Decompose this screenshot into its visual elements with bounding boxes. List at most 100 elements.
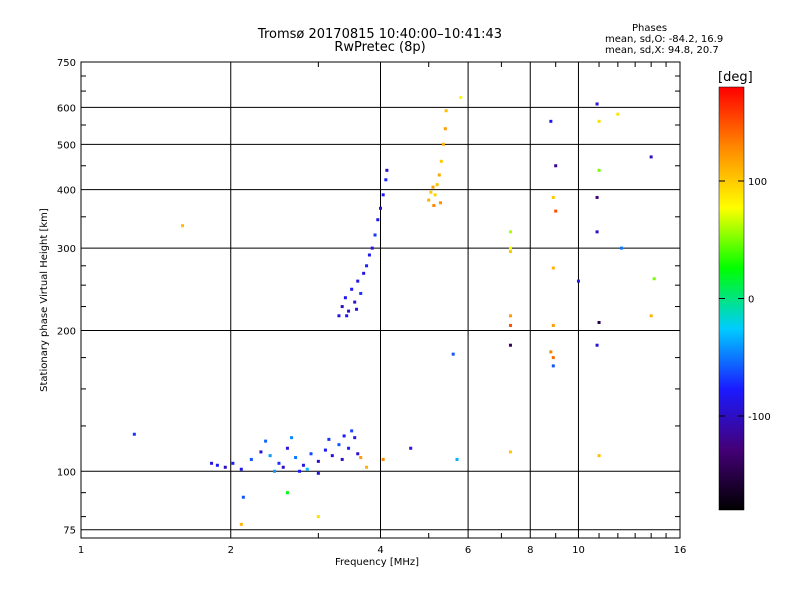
- data-point: [595, 195, 599, 199]
- colorbar-ticks: 100 0 -100: [719, 177, 771, 423]
- data-point: [649, 314, 653, 318]
- data-point: [210, 461, 214, 465]
- data-point: [259, 450, 263, 454]
- data-point: [231, 461, 235, 465]
- y-tick-label: 600: [57, 103, 76, 114]
- y-tick-label: 100: [57, 467, 76, 478]
- data-point: [290, 436, 294, 440]
- data-point: [373, 233, 377, 237]
- data-point: [343, 296, 347, 300]
- data-point: [337, 443, 341, 447]
- data-point: [376, 218, 380, 222]
- data-point: [345, 314, 349, 318]
- data-point: [554, 209, 558, 213]
- data-point: [549, 350, 553, 354]
- data-point: [437, 173, 441, 177]
- data-point: [337, 314, 341, 318]
- data-point: [381, 193, 385, 197]
- data-point: [327, 437, 331, 441]
- data-point: [342, 434, 346, 438]
- colorbar-tick-label: 0: [748, 295, 754, 306]
- data-point: [181, 224, 185, 228]
- data-point: [353, 300, 357, 304]
- data-point: [285, 446, 289, 450]
- data-point: [551, 195, 555, 199]
- data-point: [597, 119, 601, 123]
- data-point: [508, 250, 512, 254]
- data-point: [365, 465, 369, 469]
- x-tick-label: 2: [228, 545, 234, 556]
- data-point: [549, 119, 553, 123]
- data-point: [381, 457, 385, 461]
- data-point: [132, 432, 136, 436]
- x-axis-label: Frequency [MHz]: [335, 557, 420, 568]
- y-tick-label: 500: [57, 140, 76, 151]
- data-point: [340, 457, 344, 461]
- data-point: [367, 253, 371, 257]
- y-axis-label: Stationary phase Virtual Height [km]: [39, 208, 50, 392]
- data-point: [554, 164, 558, 168]
- colorbar-label: [deg]: [718, 70, 753, 85]
- data-point: [359, 456, 363, 460]
- data-point: [433, 193, 437, 197]
- data-point: [268, 454, 272, 458]
- data-point: [370, 246, 374, 250]
- chart-title-line1: Tromsø 20170815 10:40:00–10:41:43: [257, 27, 503, 42]
- x-tick-label: 10: [572, 545, 585, 556]
- data-point: [649, 155, 653, 159]
- data-point: [355, 307, 359, 311]
- data-point: [451, 352, 455, 356]
- phase-stats-x: mean, sd,X: 94.8, 20.7: [605, 45, 719, 56]
- data-point: [551, 356, 555, 360]
- data-point: [239, 522, 243, 526]
- data-point: [384, 178, 388, 182]
- data-point: [353, 436, 357, 440]
- data-point: [316, 471, 320, 475]
- x-tick-label: 1: [78, 545, 84, 556]
- data-point: [432, 204, 436, 208]
- data-point: [323, 448, 327, 452]
- data-point: [652, 277, 656, 281]
- data-point: [435, 183, 439, 187]
- data-point: [427, 198, 431, 202]
- data-point: [595, 230, 599, 234]
- data-point: [619, 246, 623, 250]
- chart-title-line2: RwPretec (8p): [334, 40, 426, 55]
- data-point: [316, 515, 320, 519]
- data-point: [362, 271, 366, 275]
- data-point: [350, 287, 354, 291]
- data-point: [356, 452, 360, 456]
- data-point: [223, 465, 227, 469]
- data-point: [597, 321, 601, 325]
- colorbar-tick-label: 100: [748, 177, 767, 188]
- data-point: [301, 463, 305, 467]
- data-point: [551, 323, 555, 327]
- data-point: [281, 465, 285, 469]
- data-point: [576, 279, 580, 283]
- data-point: [431, 185, 435, 189]
- data-point: [508, 314, 512, 318]
- phase-stats-o: mean, sd,O: -84.2, 16.9: [605, 34, 724, 45]
- y-tick-label: 200: [57, 326, 76, 337]
- y-tick-label: 750: [57, 58, 76, 69]
- data-point: [508, 230, 512, 234]
- data-point: [305, 467, 309, 471]
- x-tick-label: 6: [465, 545, 471, 556]
- data-point: [455, 457, 459, 461]
- data-point: [365, 264, 369, 268]
- data-point: [443, 127, 447, 131]
- y-tick-label: 400: [57, 186, 76, 197]
- data-point: [616, 112, 620, 116]
- data-point: [508, 450, 512, 454]
- data-point: [347, 309, 351, 313]
- data-point: [249, 457, 253, 461]
- x-tick-label: 4: [377, 545, 383, 556]
- data-point: [350, 429, 354, 433]
- data-point: [439, 159, 443, 163]
- data-point: [508, 246, 512, 250]
- data-point: [551, 364, 555, 368]
- axis-ticks: 1 2 4 6 8 10 16 75 100 200 300 400 500 600 750: [57, 58, 686, 556]
- data-point: [595, 343, 599, 347]
